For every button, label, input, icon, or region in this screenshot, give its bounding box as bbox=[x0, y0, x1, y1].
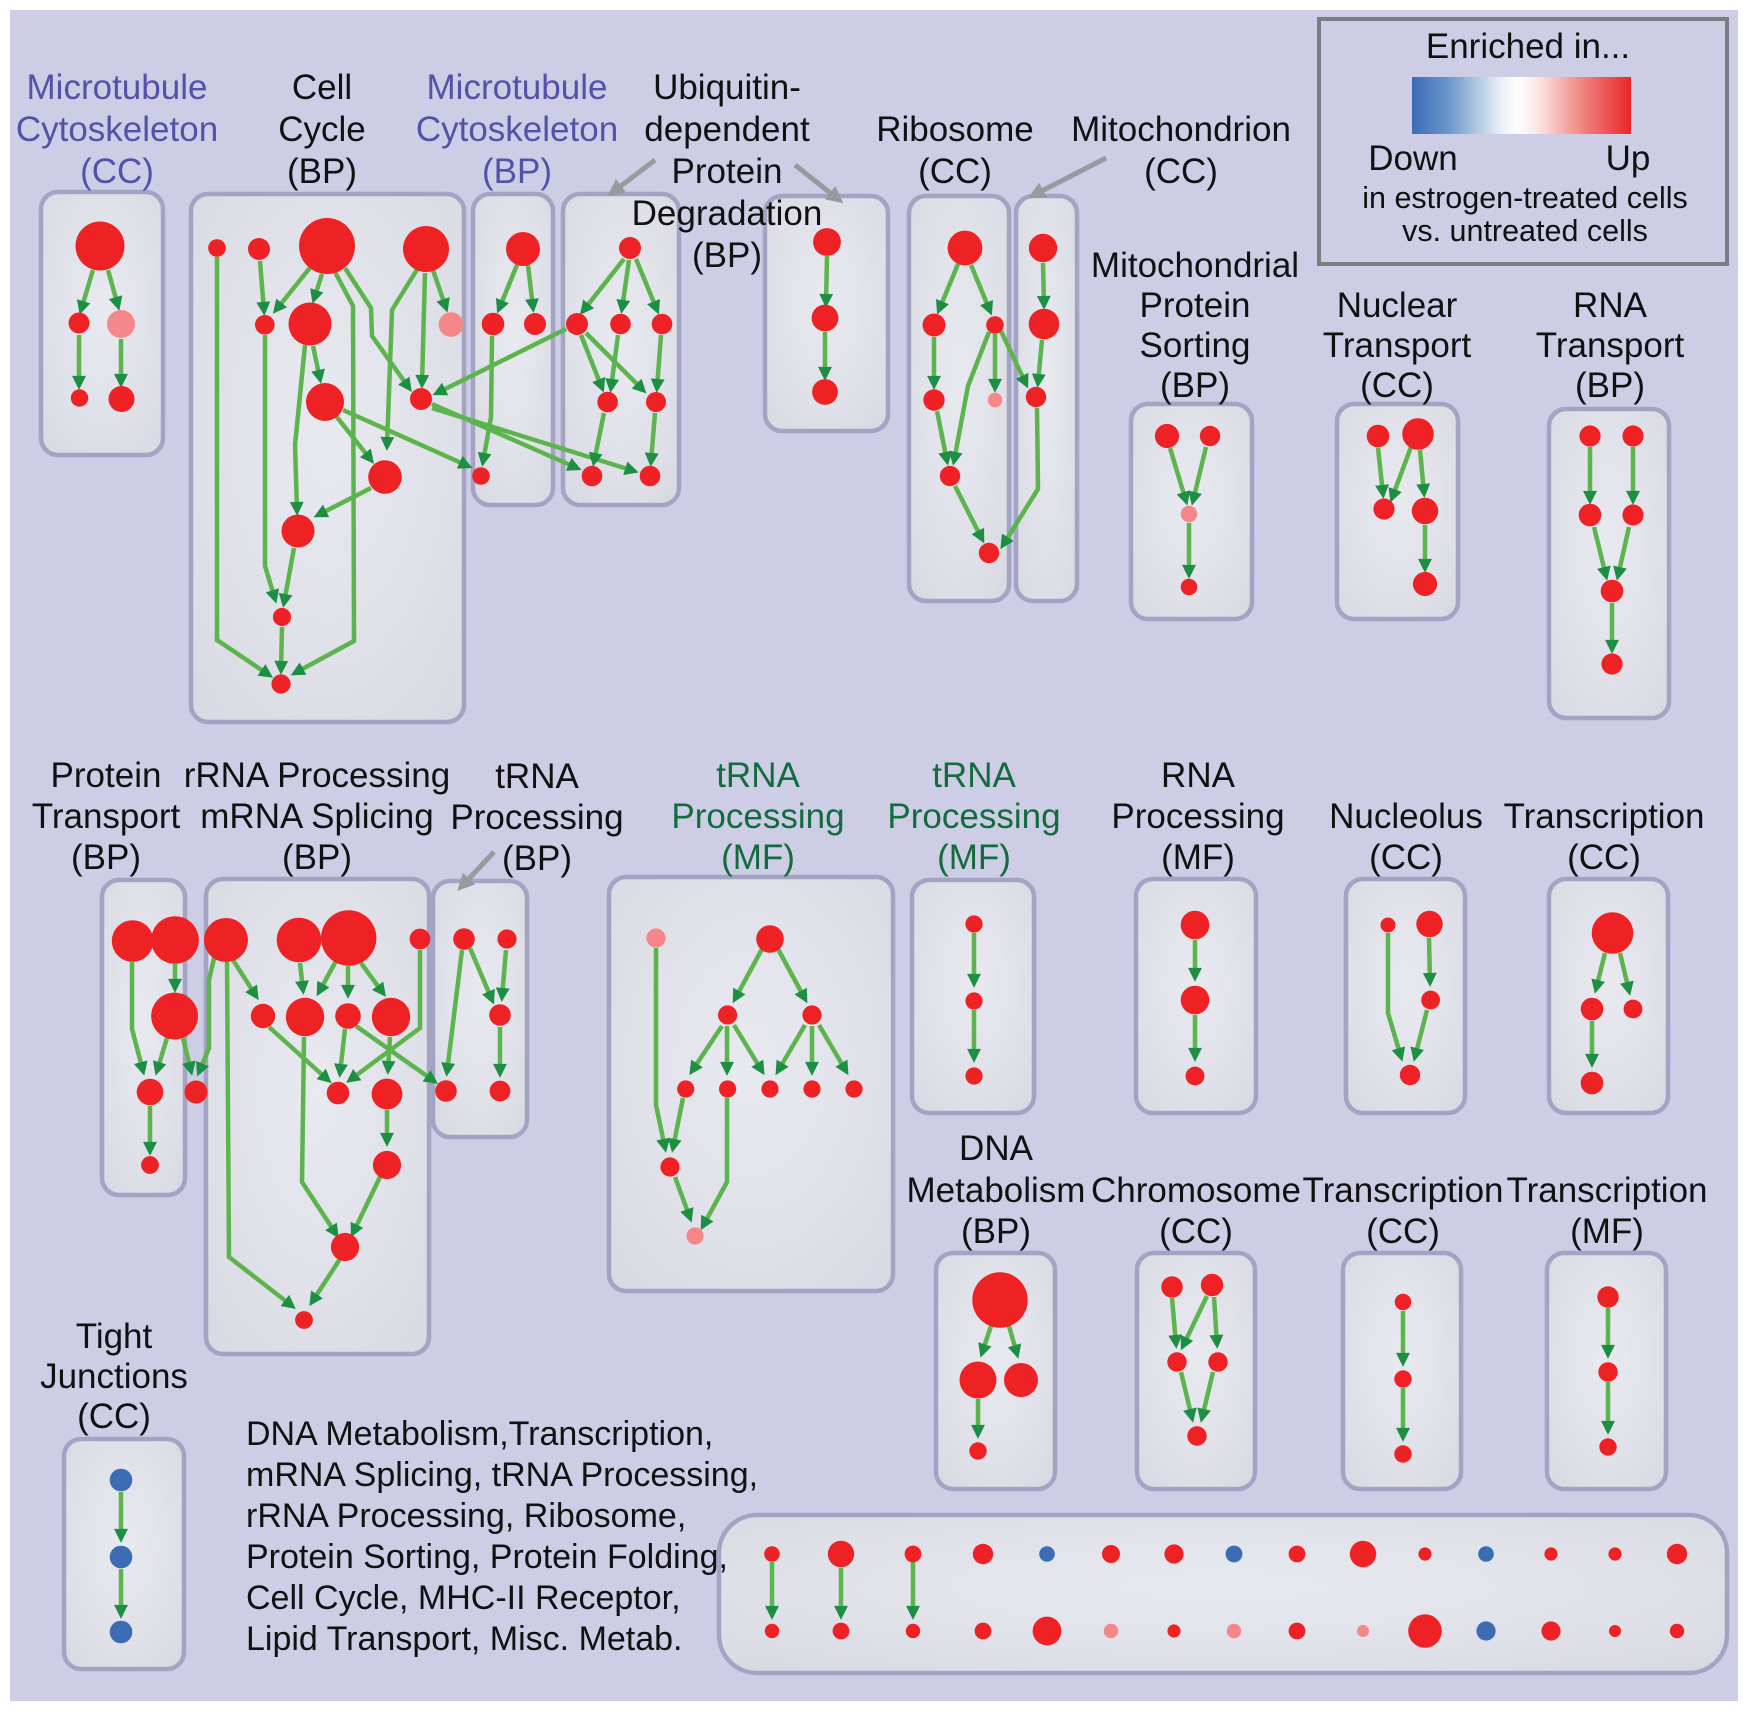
svg-text:tRNA: tRNA bbox=[716, 756, 800, 795]
svg-text:Transcription: Transcription bbox=[1504, 797, 1705, 836]
svg-text:Cell: Cell bbox=[292, 68, 352, 107]
svg-text:tRNA: tRNA bbox=[495, 757, 579, 796]
svg-text:DNA: DNA bbox=[959, 1129, 1034, 1168]
svg-text:Cytoskeleton: Cytoskeleton bbox=[16, 110, 218, 149]
svg-text:Metabolism: Metabolism bbox=[907, 1171, 1086, 1210]
svg-text:tRNA: tRNA bbox=[932, 756, 1016, 795]
svg-text:dependent: dependent bbox=[644, 110, 810, 149]
svg-text:Sorting: Sorting bbox=[1140, 326, 1251, 365]
svg-text:Mitochondrion: Mitochondrion bbox=[1071, 110, 1291, 149]
svg-text:Protein Sorting, Protein Foldi: Protein Sorting, Protein Folding, bbox=[246, 1538, 728, 1576]
svg-text:vs. untreated cells: vs. untreated cells bbox=[1402, 214, 1648, 248]
svg-text:(BP): (BP) bbox=[287, 152, 357, 191]
svg-text:rRNA Processing: rRNA Processing bbox=[184, 756, 450, 795]
svg-text:DNA Metabolism,Transcription,: DNA Metabolism,Transcription, bbox=[246, 1415, 713, 1453]
svg-text:(BP): (BP) bbox=[502, 839, 572, 878]
svg-text:RNA: RNA bbox=[1573, 286, 1648, 325]
svg-text:Processing: Processing bbox=[450, 798, 623, 837]
svg-text:(BP): (BP) bbox=[1160, 366, 1230, 405]
svg-text:Protein: Protein bbox=[1140, 286, 1251, 325]
svg-text:Up: Up bbox=[1606, 139, 1651, 178]
svg-text:RNA: RNA bbox=[1161, 756, 1236, 795]
svg-text:(BP): (BP) bbox=[282, 838, 352, 877]
svg-text:Ubiquitin-: Ubiquitin- bbox=[653, 68, 801, 107]
svg-text:(BP): (BP) bbox=[482, 152, 552, 191]
svg-text:(CC): (CC) bbox=[80, 152, 154, 191]
svg-text:(CC): (CC) bbox=[1159, 1212, 1233, 1251]
svg-text:Cycle: Cycle bbox=[278, 110, 366, 149]
svg-text:(BP): (BP) bbox=[1575, 366, 1645, 405]
svg-text:Protein: Protein bbox=[672, 152, 783, 191]
svg-text:in estrogen-treated cells: in estrogen-treated cells bbox=[1362, 181, 1688, 215]
svg-text:(CC): (CC) bbox=[918, 152, 992, 191]
svg-text:Nuclear: Nuclear bbox=[1337, 286, 1458, 325]
svg-text:Protein: Protein bbox=[51, 756, 162, 795]
svg-text:(BP): (BP) bbox=[71, 838, 141, 877]
svg-text:Down: Down bbox=[1368, 139, 1457, 178]
svg-text:(MF): (MF) bbox=[1161, 838, 1235, 877]
svg-text:Mitochondrial: Mitochondrial bbox=[1091, 246, 1299, 285]
svg-text:(CC): (CC) bbox=[1360, 366, 1434, 405]
svg-text:Ribosome: Ribosome bbox=[876, 110, 1034, 149]
svg-text:Junctions: Junctions bbox=[40, 1357, 188, 1396]
svg-text:Microtubule: Microtubule bbox=[27, 68, 208, 107]
svg-text:(MF): (MF) bbox=[1570, 1212, 1644, 1251]
svg-text:Transcription: Transcription bbox=[1303, 1171, 1504, 1210]
svg-text:(MF): (MF) bbox=[937, 838, 1011, 877]
svg-text:Processing: Processing bbox=[1111, 797, 1284, 836]
svg-text:Transcription: Transcription bbox=[1507, 1171, 1708, 1210]
svg-text:mRNA Splicing: mRNA Splicing bbox=[200, 797, 433, 836]
svg-text:(CC): (CC) bbox=[77, 1397, 151, 1436]
svg-text:Processing: Processing bbox=[887, 797, 1060, 836]
svg-text:Chromosome: Chromosome bbox=[1091, 1171, 1301, 1210]
svg-text:Transport: Transport bbox=[32, 797, 181, 836]
svg-text:(CC): (CC) bbox=[1366, 1212, 1440, 1251]
svg-text:(BP): (BP) bbox=[961, 1212, 1031, 1251]
svg-text:Nucleolus: Nucleolus bbox=[1329, 797, 1483, 836]
svg-text:Transport: Transport bbox=[1323, 326, 1472, 365]
svg-text:Microtubule: Microtubule bbox=[427, 68, 608, 107]
svg-text:rRNA Processing, Ribosome,: rRNA Processing, Ribosome, bbox=[246, 1497, 686, 1535]
svg-text:Degradation: Degradation bbox=[632, 194, 823, 233]
svg-text:Tight: Tight bbox=[76, 1317, 153, 1356]
svg-text:Transport: Transport bbox=[1536, 326, 1685, 365]
svg-text:(BP): (BP) bbox=[692, 236, 762, 275]
svg-text:Lipid Transport, Misc. Metab.: Lipid Transport, Misc. Metab. bbox=[246, 1620, 683, 1658]
svg-text:(CC): (CC) bbox=[1567, 838, 1641, 877]
svg-text:(CC): (CC) bbox=[1369, 838, 1443, 877]
svg-text:Processing: Processing bbox=[671, 797, 844, 836]
svg-text:(MF): (MF) bbox=[721, 838, 795, 877]
svg-text:Cytoskeleton: Cytoskeleton bbox=[416, 110, 618, 149]
svg-text:mRNA Splicing, tRNA Processing: mRNA Splicing, tRNA Processing, bbox=[246, 1456, 758, 1494]
svg-text:(CC): (CC) bbox=[1144, 152, 1218, 191]
svg-text:Cell Cycle, MHC-II Receptor,: Cell Cycle, MHC-II Receptor, bbox=[246, 1579, 681, 1617]
svg-text:Enriched in...: Enriched in... bbox=[1426, 27, 1630, 66]
